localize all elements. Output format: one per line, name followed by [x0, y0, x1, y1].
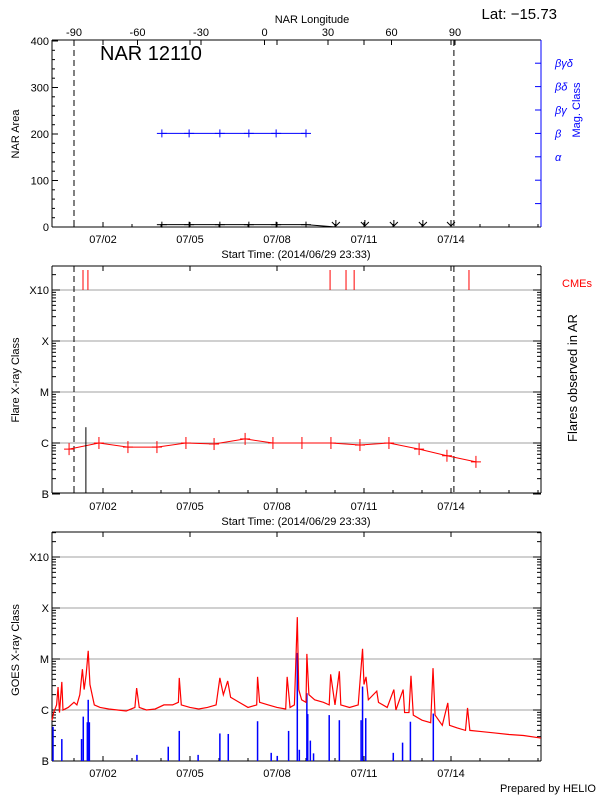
flares-observed-axis-label: Flares observed in AR: [565, 314, 580, 442]
goes-flare-bar: [338, 720, 341, 761]
longitude-tick-label: -30: [193, 27, 209, 39]
goes-panel-class-tick-label: X: [42, 603, 50, 615]
goes-panel-class-tick-label: C: [41, 705, 49, 717]
goes-flare-bar: [361, 686, 364, 761]
longitude-tick-label: -90: [66, 27, 82, 39]
goes-flare-bar: [328, 715, 330, 761]
off-disk-arrow-marker: [418, 220, 428, 227]
goes-flare-bar: [82, 716, 85, 761]
latitude-label: Lat: −15.73: [482, 6, 557, 23]
goes-flare-bar: [86, 722, 89, 761]
cme-legend-label: CMEs: [562, 278, 592, 290]
mag-class-tick-label: βγ: [554, 105, 568, 117]
flare-panel-class-tick-label: M: [40, 387, 49, 399]
goes-flare-bar: [61, 739, 63, 761]
goes-class-axis-label: GOES X-ray Class: [10, 604, 22, 696]
mag-class-tick-label: α: [555, 152, 562, 164]
goes-flare-bar: [87, 699, 89, 761]
panel1-xaxis-label: Start Time: (2014/06/29 23:33): [221, 249, 370, 261]
goes-panel-class-tick-label: B: [42, 756, 49, 768]
nar-title: NAR 12110: [100, 43, 202, 65]
nar-panel-xtick-label: 07/02: [89, 234, 117, 246]
nar-panel-xtick-label: 07/14: [437, 234, 465, 246]
off-disk-arrow-marker: [389, 220, 399, 227]
top-longitude-axis-label: NAR Longitude: [275, 14, 350, 26]
goes-flare-bar: [401, 742, 404, 761]
off-disk-arrow-marker: [331, 220, 341, 227]
off-disk-arrow-marker: [446, 220, 456, 227]
goes-flare-bar: [178, 730, 181, 761]
goes-flare-bar: [256, 721, 259, 761]
flare-panel-xtick-label: 07/08: [263, 501, 291, 513]
goes-flare-bar: [167, 746, 169, 761]
flare-panel-xtick-label: 07/05: [176, 501, 204, 513]
goes-flare-bar: [306, 714, 309, 761]
nar-area-ytick-label: 300: [31, 83, 49, 95]
goes-flare-bar: [227, 733, 230, 761]
goes-panel-xtick-label: 07/05: [176, 768, 204, 780]
goes-panel-xtick-label: 07/14: [437, 768, 465, 780]
goes-flare-bar: [309, 740, 312, 761]
goes-flux-line: [51, 617, 541, 739]
goes-flare-bar: [197, 754, 199, 761]
goes-flare-bar: [270, 752, 272, 761]
longitude-tick-label: -60: [130, 27, 146, 39]
longitude-tick-label: 90: [449, 27, 461, 39]
mag-class-tick-label: βγδ: [554, 58, 574, 70]
goes-flare-bar: [136, 754, 138, 761]
flare-class-axis-label: Flare X-ray Class: [10, 337, 22, 422]
nar-panel-xtick-label: 07/11: [351, 234, 378, 246]
panel2-xaxis-label: Start Time: (2014/06/29 23:33): [221, 516, 370, 528]
goes-flare-bar: [219, 733, 221, 761]
flare-panel-class-tick-label: C: [41, 438, 49, 450]
goes-panel-class-tick-label: M: [40, 654, 49, 666]
nar-area-axis-label: NAR Area: [10, 109, 22, 159]
prepared-by-footer: Prepared by HELIO: [500, 783, 596, 795]
flare-panel-xtick-label: 07/14: [437, 501, 465, 513]
mag-class-axis-label: Mag. Class: [571, 82, 583, 138]
flare-panel-class-tick-label: B: [42, 489, 49, 501]
flare-panel-class-tick-label: X10: [29, 285, 49, 297]
flare-panel-xtick-label: 07/11: [351, 501, 378, 513]
goes-flare-bar: [432, 713, 435, 761]
goes-flare-bar: [296, 652, 299, 761]
nar-area-ytick-label: 0: [43, 222, 49, 234]
flare-panel-xtick-label: 07/02: [89, 501, 117, 513]
goes-flare-bar: [392, 752, 395, 761]
goes-flare-bar: [409, 721, 412, 761]
nar-area-line: [161, 224, 451, 228]
goes-flare-bar: [52, 726, 54, 761]
longitude-tick-label: 60: [385, 27, 397, 39]
nar-panel-xtick-label: 07/05: [176, 234, 204, 246]
goes-flare-bar: [276, 755, 279, 761]
goes-panel-class-tick-label: X10: [29, 552, 49, 564]
mag-class-tick-label: β: [554, 128, 562, 140]
nar-area-ytick-label: 400: [31, 36, 49, 48]
nar-area-ytick-label: 100: [31, 176, 49, 188]
goes-flare-bar: [298, 749, 301, 761]
longitude-tick-label: 0: [261, 27, 267, 39]
goes-flare-bar: [364, 718, 367, 761]
goes-panel-xtick-label: 07/08: [263, 768, 291, 780]
goes-flare-bar: [360, 720, 362, 761]
longitude-tick-label: 30: [322, 27, 334, 39]
goes-flare-bar: [80, 739, 83, 761]
goes-panel-xtick-label: 07/11: [351, 768, 378, 780]
goes-flare-bar: [306, 693, 308, 761]
goes-flare-bar: [287, 730, 290, 761]
goes-flare-bar: [88, 722, 91, 761]
nar-panel-xtick-label: 07/08: [263, 234, 291, 246]
nar-area-ytick-label: 200: [31, 129, 49, 141]
off-disk-arrow-marker: [360, 220, 370, 227]
goes-panel-xtick-label: 07/02: [89, 768, 117, 780]
mag-class-tick-label: βδ: [554, 82, 568, 94]
goes-flare-bar: [312, 753, 315, 761]
flare-panel-class-tick-label: X: [42, 336, 50, 348]
